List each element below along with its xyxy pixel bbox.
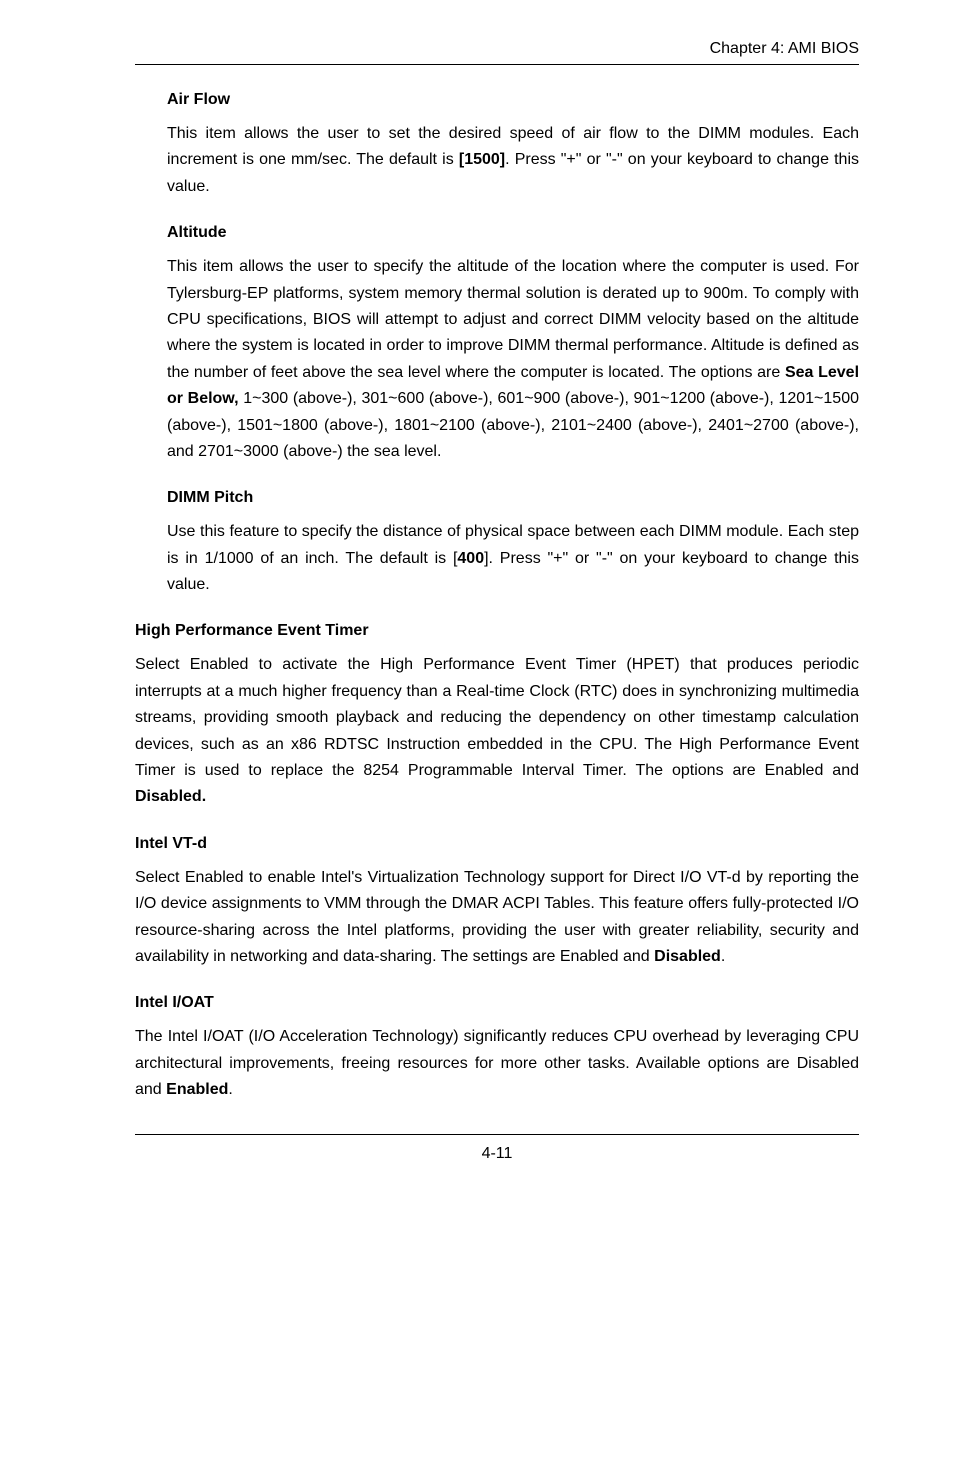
air-flow-heading: Air Flow — [167, 91, 859, 109]
vtd-post: . — [721, 948, 725, 965]
hpet-heading: High Performance Event Timer — [135, 622, 859, 640]
vtd-body: Select Enabled to enable Intel's Virtual… — [135, 865, 859, 971]
dimm-pitch-heading: DIMM Pitch — [167, 489, 859, 507]
hpet-pre: Select Enabled to activate the High Perf… — [135, 656, 859, 779]
altitude-heading: Altitude — [167, 224, 859, 242]
vtd-pre: Select Enabled to enable Intel's Virtual… — [135, 869, 859, 965]
altitude-body: This item allows the user to specify the… — [167, 254, 859, 465]
indented-group: Air Flow This item allows the user to se… — [135, 91, 859, 598]
vtd-heading: Intel VT-d — [135, 835, 859, 853]
vtd-option: Disabled — [654, 948, 721, 965]
dimm-pitch-body: Use this feature to specify the distance… — [167, 519, 859, 598]
hpet-body: Select Enabled to activate the High Perf… — [135, 652, 859, 810]
page-number: 4-11 — [135, 1145, 859, 1163]
header-rule — [135, 64, 859, 65]
dimm-pitch-default: 400 — [457, 550, 484, 567]
air-flow-default: [1500] — [459, 151, 505, 168]
ioat-pre: The Intel I/OAT (I/O Acceleration Techno… — [135, 1028, 859, 1098]
footer-rule — [135, 1134, 859, 1135]
ioat-heading: Intel I/OAT — [135, 994, 859, 1012]
air-flow-body: This item allows the user to set the des… — [167, 121, 859, 200]
ioat-option: Enabled — [166, 1081, 228, 1098]
altitude-pre: This item allows the user to specify the… — [167, 258, 859, 381]
ioat-body: The Intel I/OAT (I/O Acceleration Techno… — [135, 1024, 859, 1103]
ioat-post: . — [228, 1081, 232, 1098]
chapter-header: Chapter 4: AMI BIOS — [135, 40, 859, 58]
hpet-option: Disabled. — [135, 788, 206, 805]
altitude-post: 1~300 (above-), 301~600 (above-), 601~90… — [167, 390, 859, 460]
page-container: Chapter 4: AMI BIOS Air Flow This item a… — [0, 0, 954, 1458]
